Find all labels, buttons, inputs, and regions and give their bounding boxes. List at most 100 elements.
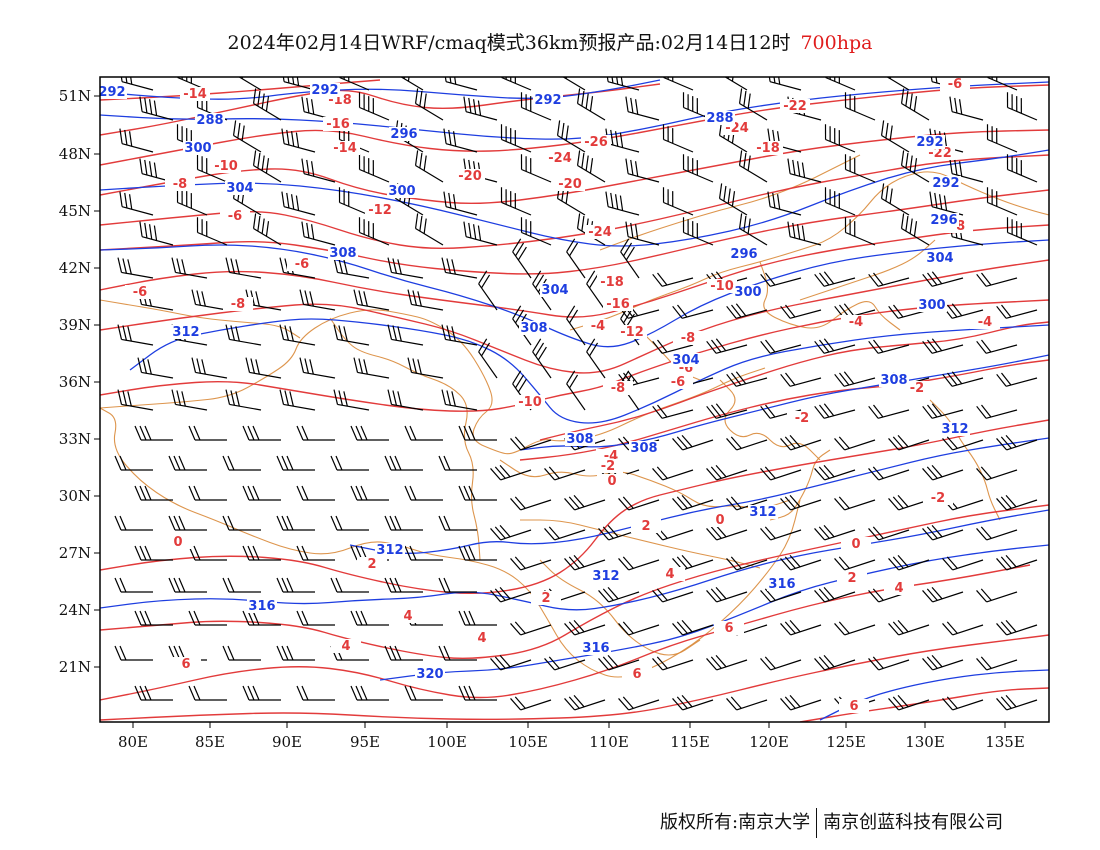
wind-barb xyxy=(888,554,930,571)
x-tick-label: 95E xyxy=(350,733,380,751)
wind-barb xyxy=(996,372,1038,387)
temperature-line xyxy=(100,634,1049,721)
temperature-label: -24 xyxy=(588,225,612,240)
temperature-label: 4 xyxy=(403,609,412,624)
wind-barb xyxy=(139,221,174,246)
wind-barb xyxy=(333,324,370,346)
wind-barb xyxy=(976,588,1018,603)
temperature-label: 0 xyxy=(851,537,860,552)
y-axis: 51N 48N 45N 42N 39N 36N 33N 30N 27N 24N 21N xyxy=(59,87,100,676)
height-label: 304 xyxy=(672,353,699,368)
wind-barb xyxy=(276,455,315,471)
wind-barb xyxy=(824,187,856,216)
temperature-line xyxy=(519,359,1049,461)
wind-barb xyxy=(625,221,660,246)
wind-barb xyxy=(605,191,640,216)
height-label: 316 xyxy=(768,577,795,592)
x-tick-label: 110E xyxy=(589,733,629,751)
wind-barb xyxy=(338,187,370,216)
temperature-label: 2 xyxy=(541,591,550,606)
height-label: 292 xyxy=(98,85,125,100)
wind-barb xyxy=(598,586,640,603)
wind-barb xyxy=(726,556,768,571)
wind-barb xyxy=(242,685,281,701)
wind-barb xyxy=(333,389,370,411)
wind-barb xyxy=(279,389,316,411)
border-line xyxy=(759,261,901,331)
wind-barb xyxy=(114,577,153,593)
wind-barb xyxy=(662,77,694,91)
wind-barb xyxy=(976,272,1018,287)
border-line xyxy=(100,407,801,678)
wind-barb xyxy=(117,324,154,346)
temperature-label: -20 xyxy=(558,177,582,192)
wind-barb xyxy=(767,77,802,91)
wind-barb xyxy=(598,654,640,671)
wind-barb xyxy=(706,403,748,419)
temperature-label: 6 xyxy=(849,699,858,714)
height-line xyxy=(100,239,1049,348)
temperature-label: 6 xyxy=(724,621,733,636)
temperature-line xyxy=(100,564,1031,701)
wind-barb xyxy=(458,685,497,701)
wind-barb xyxy=(662,124,694,153)
wind-barb xyxy=(662,187,694,216)
temperature-line xyxy=(100,419,1049,595)
footer-separator xyxy=(816,808,818,838)
temperature-label: -10 xyxy=(710,279,734,294)
wind-barb xyxy=(672,304,714,319)
x-tick-label: 105E xyxy=(508,733,548,751)
wind-barb xyxy=(814,271,856,287)
wind-barb xyxy=(787,158,822,183)
wind-barb xyxy=(760,656,802,671)
wind-barb xyxy=(888,694,930,711)
wind-barb xyxy=(414,88,444,121)
height-label: 296 xyxy=(390,127,417,142)
wind-barb xyxy=(350,485,389,501)
wind-barb xyxy=(384,515,423,531)
wind-barb xyxy=(134,545,173,561)
wind-barb xyxy=(726,371,768,387)
temperature-label: -12 xyxy=(620,325,644,340)
wind-barb xyxy=(333,257,370,279)
wind-barb xyxy=(222,645,261,661)
temperature-label: -6 xyxy=(295,257,309,272)
wind-barb xyxy=(814,586,856,603)
temperature-line xyxy=(100,84,1049,166)
wind-barb xyxy=(625,158,660,183)
wind-barb xyxy=(682,217,714,246)
wind-barb xyxy=(500,77,532,91)
temperature-label: 2 xyxy=(847,571,856,586)
wind-barb xyxy=(490,586,532,603)
temperature-label: -8 xyxy=(611,381,625,396)
height-line xyxy=(129,318,1049,424)
height-label: 304 xyxy=(226,181,253,196)
wind-barb xyxy=(900,150,930,183)
wind-barb xyxy=(245,357,282,379)
wind-barb xyxy=(296,610,335,626)
wind-barb xyxy=(119,128,154,153)
wind-barb xyxy=(780,434,822,451)
y-tick-label: 36N xyxy=(59,373,91,391)
temperature-label: -4 xyxy=(978,315,992,330)
wind-barb xyxy=(358,154,390,183)
temperature-label: -2 xyxy=(931,491,945,506)
height-label: 300 xyxy=(918,298,945,313)
wind-barb xyxy=(443,128,478,153)
temperature-label: 4 xyxy=(894,581,903,596)
wind-barb xyxy=(726,696,768,711)
wind-barb xyxy=(834,556,876,571)
wind-barb xyxy=(922,271,964,287)
wind-barb xyxy=(566,305,586,346)
temperature-label: -14 xyxy=(183,87,207,102)
wind-barb xyxy=(942,436,984,451)
wind-barb xyxy=(500,124,532,153)
x-tick-label: 100E xyxy=(427,733,467,751)
wind-barb xyxy=(544,466,586,481)
temperature-label: 4 xyxy=(341,639,350,654)
wind-barb xyxy=(544,656,586,671)
wind-barb xyxy=(996,694,1038,711)
wind-barb xyxy=(719,77,748,91)
wind-barb xyxy=(672,619,714,636)
wind-barb xyxy=(814,464,856,481)
